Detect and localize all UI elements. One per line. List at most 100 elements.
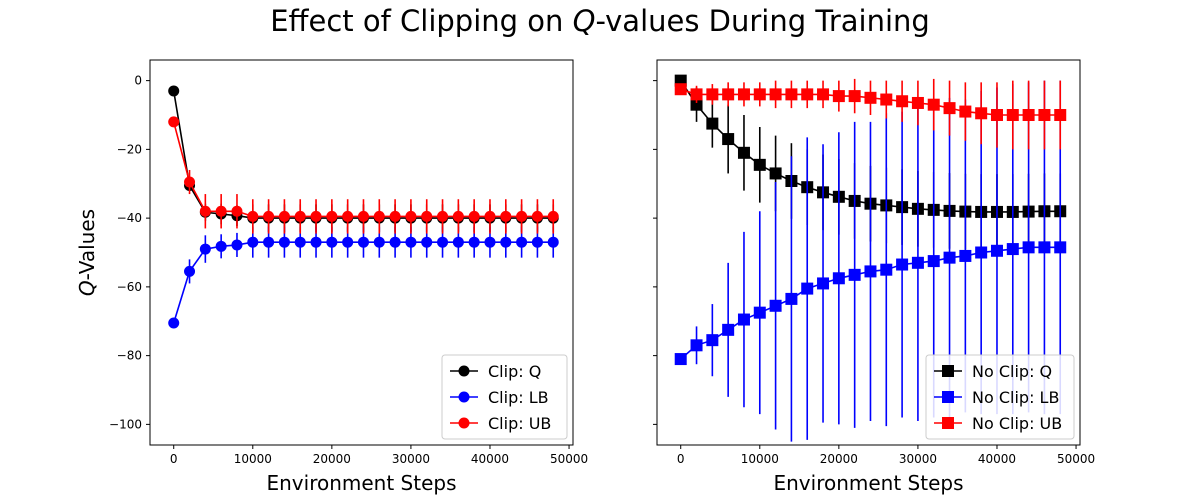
data-point (722, 133, 735, 146)
data-point (785, 88, 798, 101)
panel-left: 0 10000 20000 30000 40000 50000 0 −20 −40 −60 −80 −… (75, 59, 588, 495)
data-point (184, 176, 196, 188)
data-point (990, 244, 1003, 257)
x-tick-label: 20000 (820, 452, 858, 466)
axes-frame (149, 59, 574, 446)
data-point (706, 88, 719, 101)
data-point (168, 85, 180, 97)
data-point (168, 116, 180, 128)
y-tick-label: −20 (117, 142, 142, 156)
data-point (452, 210, 464, 222)
legend: No Clip: Q No Clip: LB No Clip: UB (925, 354, 1075, 440)
legend-marker (942, 391, 954, 403)
legend-box (925, 354, 1075, 440)
data-point (484, 236, 496, 248)
data-point (769, 88, 782, 101)
data-point (896, 95, 909, 108)
data-point (690, 98, 703, 111)
data-point (801, 282, 814, 295)
data-point (737, 88, 750, 101)
data-point (1006, 243, 1019, 256)
data-point (484, 210, 496, 222)
data-point (468, 236, 480, 248)
data-point (421, 210, 433, 222)
data-point (231, 205, 243, 217)
data-point (516, 236, 528, 248)
data-point (848, 90, 861, 103)
data-point (959, 105, 972, 118)
y-tick-label: −60 (117, 280, 142, 294)
data-point (943, 102, 956, 115)
data-point (1038, 241, 1051, 254)
data-point (801, 88, 814, 101)
legend-label: Clip: UB (488, 414, 551, 433)
data-point (832, 90, 845, 103)
legend-label: Clip: Q (488, 362, 541, 381)
data-point (832, 272, 845, 285)
data-point (1054, 109, 1067, 121)
x-tick-label: 40000 (978, 452, 1016, 466)
data-point (247, 236, 259, 248)
legend-marker (458, 417, 470, 429)
data-point (927, 98, 940, 111)
data-point (500, 210, 512, 222)
data-point (531, 210, 543, 222)
y-axis-label-suffix: -Values (75, 209, 99, 280)
data-point (880, 93, 893, 106)
data-point (674, 353, 687, 366)
legend-label: No Clip: LB (972, 388, 1059, 407)
y-axis-label: Q-Values (75, 209, 99, 296)
data-point (722, 88, 735, 101)
data-point (769, 299, 782, 312)
data-point (531, 236, 543, 248)
data-point (864, 91, 877, 104)
x-tick-label: 20000 (313, 452, 351, 466)
data-point (342, 210, 354, 222)
data-point (168, 317, 180, 329)
x-tick-label: 30000 (392, 452, 430, 466)
data-point (817, 88, 830, 101)
x-tick-label: 30000 (899, 452, 937, 466)
series-clip-lb (168, 226, 559, 329)
legend-marker (942, 417, 954, 429)
legend-label: Clip: LB (488, 388, 549, 407)
data-point (516, 210, 528, 222)
y-tick-label: −40 (117, 211, 142, 225)
data-point (437, 236, 449, 248)
legend-label: No Clip: UB (972, 414, 1062, 433)
data-point (421, 236, 433, 248)
data-point (706, 117, 719, 130)
data-point (357, 236, 369, 248)
legend: Clip: Q Clip: LB Clip: UB (441, 354, 568, 440)
data-point (1054, 241, 1067, 254)
data-point (690, 88, 703, 101)
data-point (278, 210, 290, 222)
data-point (848, 268, 861, 281)
data-point (357, 210, 369, 222)
data-point (342, 236, 354, 248)
data-point (405, 210, 417, 222)
x-tick-label: 10000 (234, 452, 272, 466)
data-point (769, 167, 782, 180)
data-point (231, 239, 243, 251)
data-point (943, 251, 956, 264)
y-tick-label: −80 (117, 349, 142, 363)
x-axis-label: Environment Steps (266, 471, 456, 495)
data-point (753, 306, 766, 319)
x-tick-label: 0 (170, 452, 178, 466)
x-axis-label: Environment Steps (773, 471, 963, 495)
data-point (215, 240, 227, 252)
data-point (452, 236, 464, 248)
data-point (959, 249, 972, 262)
data-point (785, 292, 798, 305)
data-point (1038, 109, 1051, 121)
data-point (990, 109, 1003, 121)
data-point (706, 334, 719, 347)
data-point (373, 236, 385, 248)
data-point (975, 107, 988, 120)
data-point (294, 236, 306, 248)
data-point (373, 210, 385, 222)
x-tick-label: 50000 (1057, 452, 1095, 466)
x-tick-label: 50000 (550, 452, 588, 466)
